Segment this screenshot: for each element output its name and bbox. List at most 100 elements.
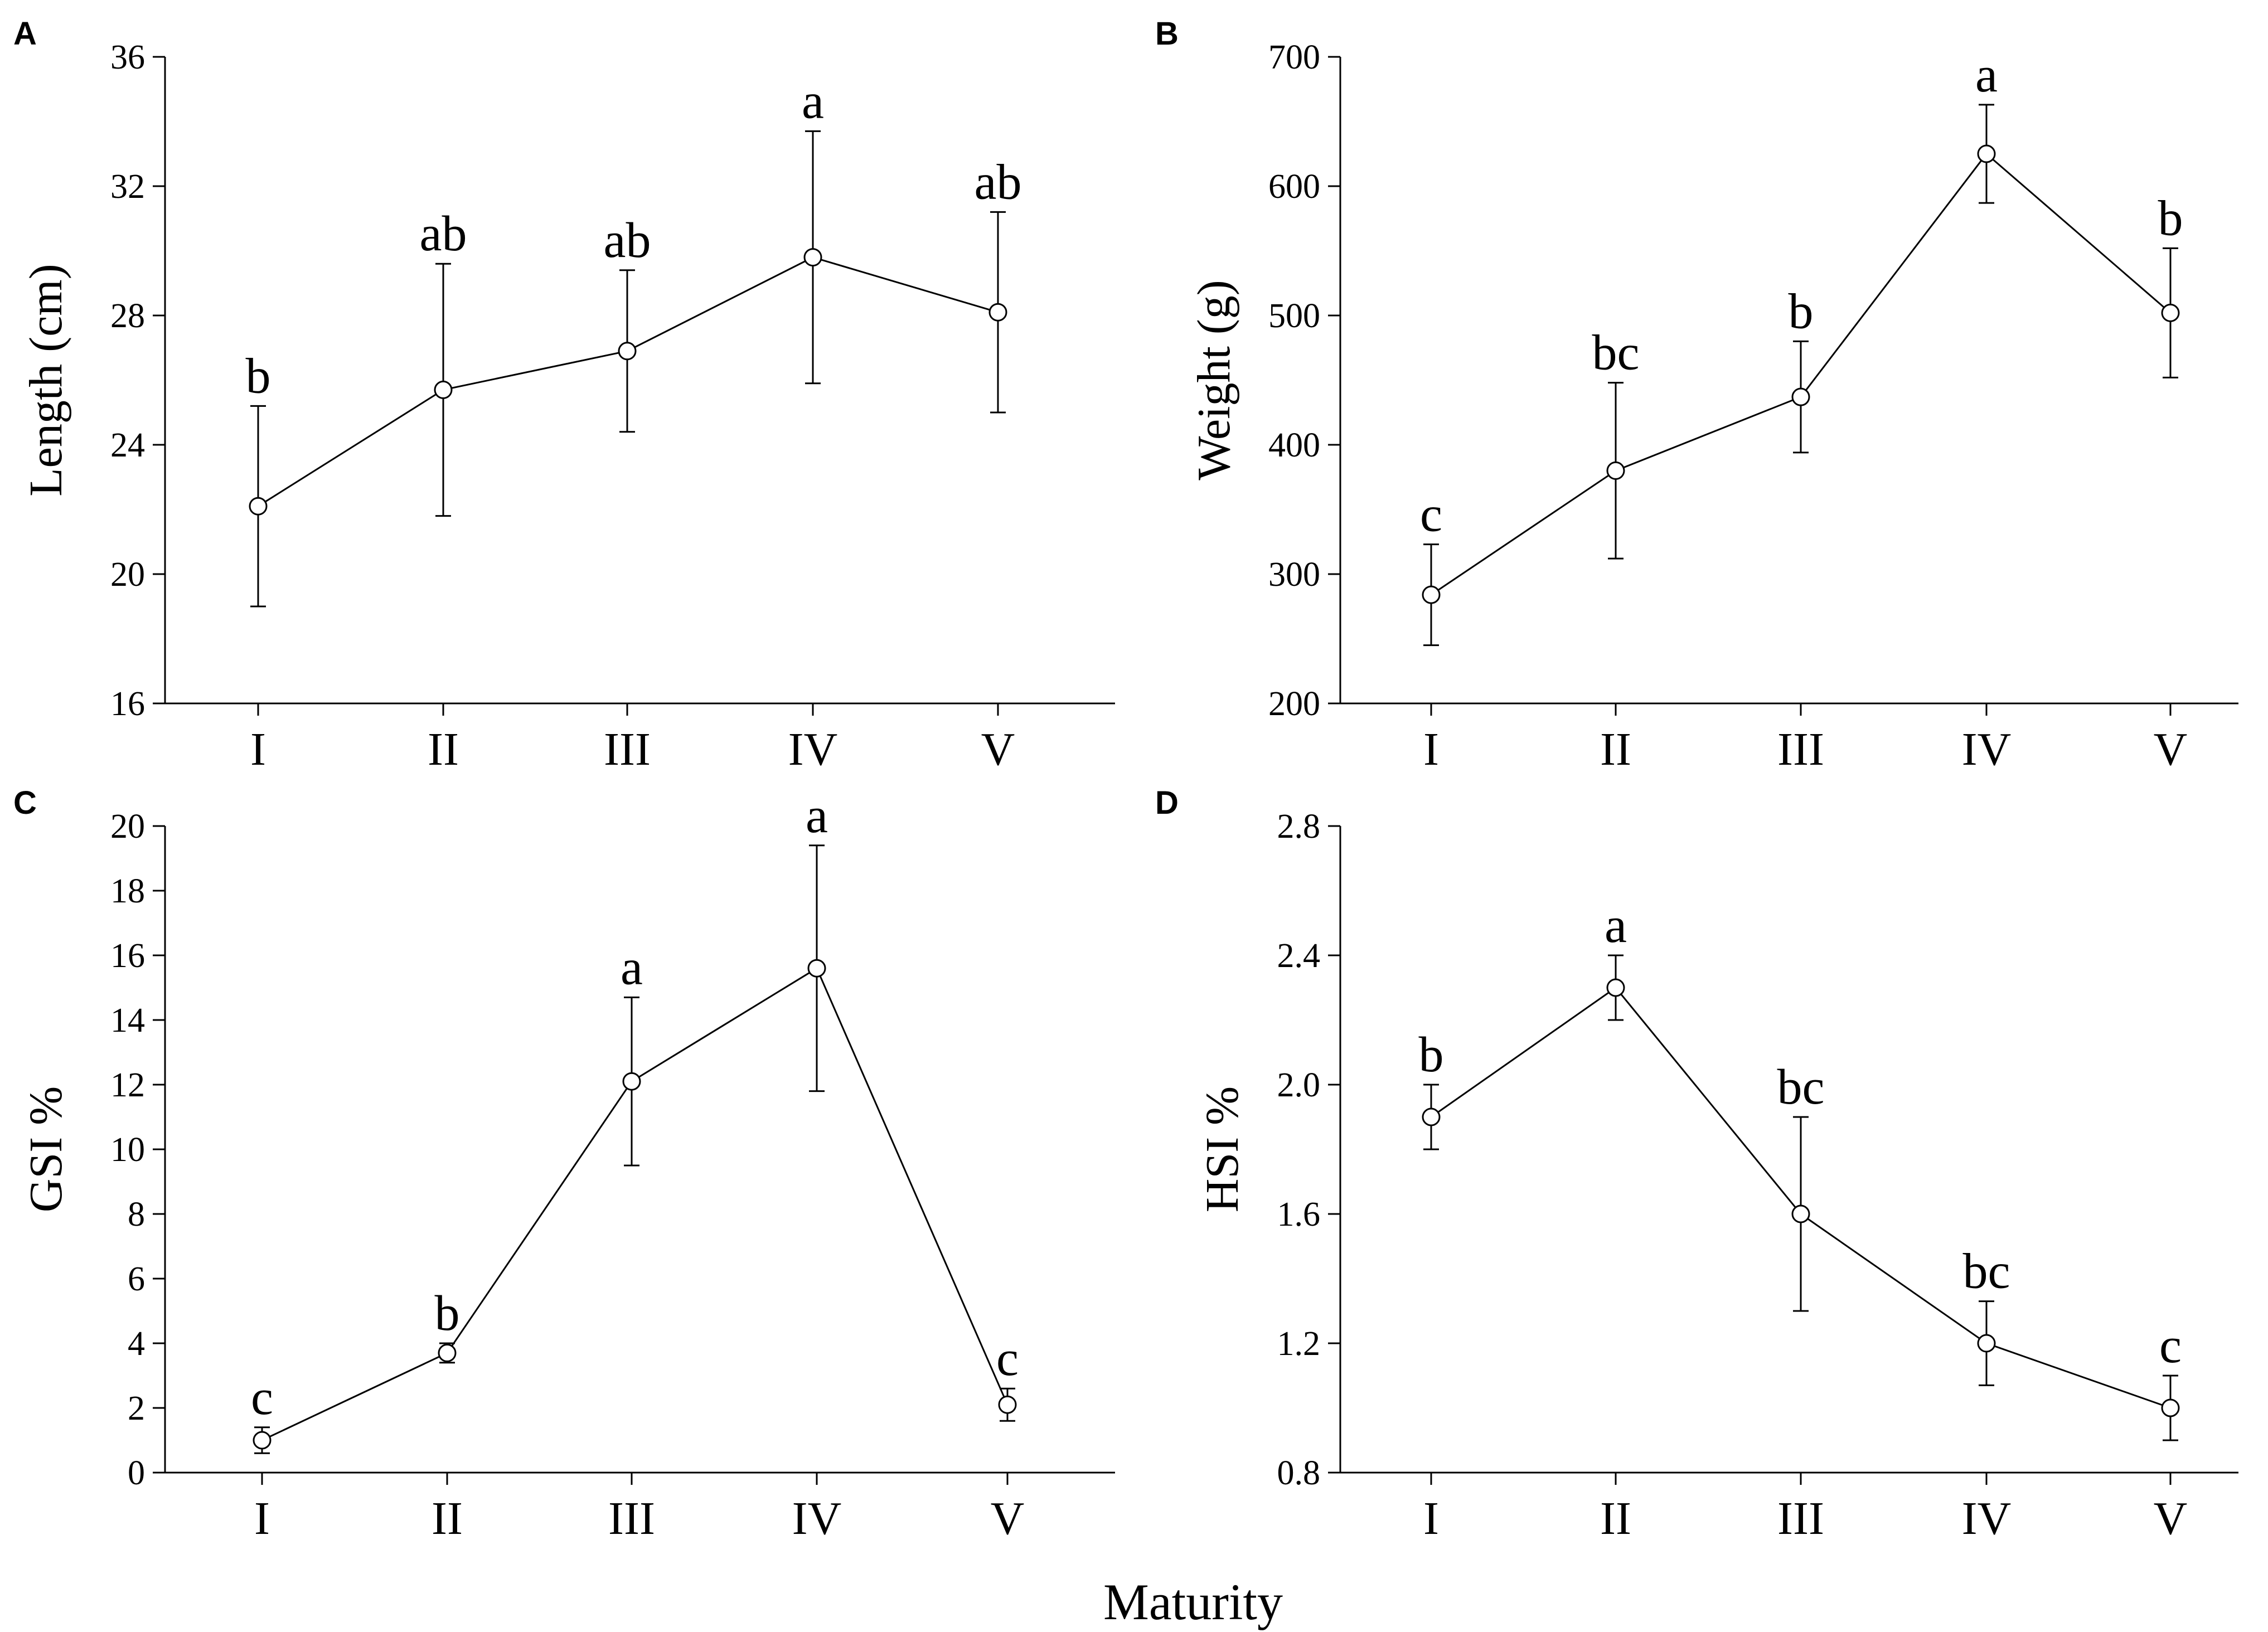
data-point (618, 342, 637, 361)
y-tick-label: 400 (1268, 426, 1320, 464)
significance-label: b (435, 1286, 460, 1341)
data-point (1791, 387, 1810, 406)
y-tick-label: 700 (1268, 38, 1320, 76)
panel-letter: A (13, 16, 37, 52)
significance-label: ab (420, 206, 467, 261)
data-point (253, 1431, 272, 1450)
y-tick-label: 1.2 (1277, 1325, 1321, 1363)
significance-label: b (1789, 284, 1814, 339)
x-tick-label: IV (1962, 723, 2012, 775)
y-tick-label: 4 (128, 1325, 145, 1363)
y-tick-label: 0 (128, 1454, 145, 1492)
x-tick-label: V (2154, 723, 2188, 775)
y-tick-label: 500 (1268, 297, 1320, 335)
y-tick-label: 36 (110, 38, 145, 76)
y-tick-label: 16 (110, 937, 145, 975)
y-tick-label: 2.8 (1277, 808, 1321, 846)
data-point (434, 380, 453, 399)
y-tick-label: 12 (110, 1066, 145, 1104)
significance-label: ab (604, 213, 651, 268)
y-axis-title: GSI % (20, 1086, 72, 1212)
x-tick-label: III (1777, 723, 1824, 775)
x-tick-label: I (254, 1493, 270, 1544)
x-tick-label: II (1600, 723, 1631, 775)
data-point (807, 959, 826, 978)
data-point (1606, 978, 1625, 997)
y-tick-label: 24 (110, 426, 145, 464)
data-point (1422, 1108, 1441, 1126)
significance-label: ab (975, 154, 1022, 210)
y-tick-label: 20 (110, 556, 145, 594)
y-axis-title: Weight (g) (1188, 280, 1240, 480)
significance-label: a (1975, 47, 1998, 103)
data-point (2161, 1398, 2180, 1417)
significance-label: b (2158, 191, 2183, 246)
x-tick-label: II (432, 1493, 463, 1544)
data-point (249, 497, 268, 516)
y-tick-label: 200 (1268, 685, 1320, 723)
y-tick-label: 14 (110, 1002, 145, 1040)
data-point (1422, 585, 1441, 604)
y-tick-label: 2.4 (1277, 937, 1321, 975)
y-tick-label: 18 (110, 872, 145, 910)
data-point (803, 248, 822, 267)
y-tick-label: 10 (110, 1131, 145, 1169)
y-tick-label: 32 (110, 168, 145, 206)
x-tick-label: III (608, 1493, 655, 1544)
y-tick-label: 28 (110, 297, 145, 335)
data-point (1791, 1204, 1810, 1223)
significance-label: b (1419, 1027, 1444, 1082)
x-tick-label: IV (792, 1493, 842, 1544)
x-tick-label: III (604, 723, 651, 775)
data-point (438, 1343, 457, 1362)
x-tick-label: IV (788, 723, 838, 775)
x-tick-label: V (991, 1493, 1025, 1544)
data-point (988, 303, 1007, 322)
significance-label: a (802, 74, 824, 129)
x-tick-label: I (250, 723, 266, 775)
series-line (261, 967, 1009, 1441)
y-tick-label: 20 (110, 808, 145, 846)
y-tick-label: 16 (110, 685, 145, 723)
y-tick-label: 1.6 (1277, 1196, 1321, 1233)
y-tick-label: 8 (128, 1196, 145, 1233)
y-axis-title: Length (cm) (20, 264, 72, 497)
significance-label: c (251, 1370, 273, 1425)
significance-label: c (2159, 1318, 2182, 1373)
x-tick-label: II (428, 723, 459, 775)
panel-letter: D (1155, 785, 1179, 821)
data-point (622, 1072, 641, 1091)
data-point (1977, 144, 1996, 163)
x-tick-label: V (981, 723, 1015, 775)
x-tick-label: III (1777, 1493, 1824, 1544)
x-tick-label: II (1600, 1493, 1631, 1544)
x-tick-label: V (2154, 1493, 2188, 1544)
y-tick-label: 2 (128, 1390, 145, 1427)
significance-label: c (996, 1331, 1019, 1386)
y-tick-label: 0.8 (1277, 1454, 1321, 1492)
y-tick-label: 300 (1268, 556, 1320, 594)
x-tick-label: I (1423, 723, 1439, 775)
y-tick-label: 2.0 (1277, 1066, 1321, 1104)
x-tick-label: IV (1962, 1493, 2012, 1544)
significance-label: bc (1592, 326, 1640, 381)
significance-label: bc (1777, 1060, 1825, 1115)
significance-label: a (1605, 898, 1627, 953)
significance-label: a (621, 940, 643, 995)
x-tick-label: I (1423, 1493, 1439, 1544)
common-x-axis-title: Maturity (1103, 1573, 1283, 1630)
significance-label: a (806, 788, 828, 843)
data-point (998, 1395, 1017, 1414)
y-tick-label: 6 (128, 1260, 145, 1298)
data-point (1606, 461, 1625, 480)
significance-label: c (1420, 487, 1442, 542)
significance-label: b (246, 348, 271, 404)
panel-letter: C (13, 785, 37, 821)
significance-label: bc (1963, 1244, 2010, 1299)
y-axis-title: HSI % (1196, 1086, 1248, 1212)
